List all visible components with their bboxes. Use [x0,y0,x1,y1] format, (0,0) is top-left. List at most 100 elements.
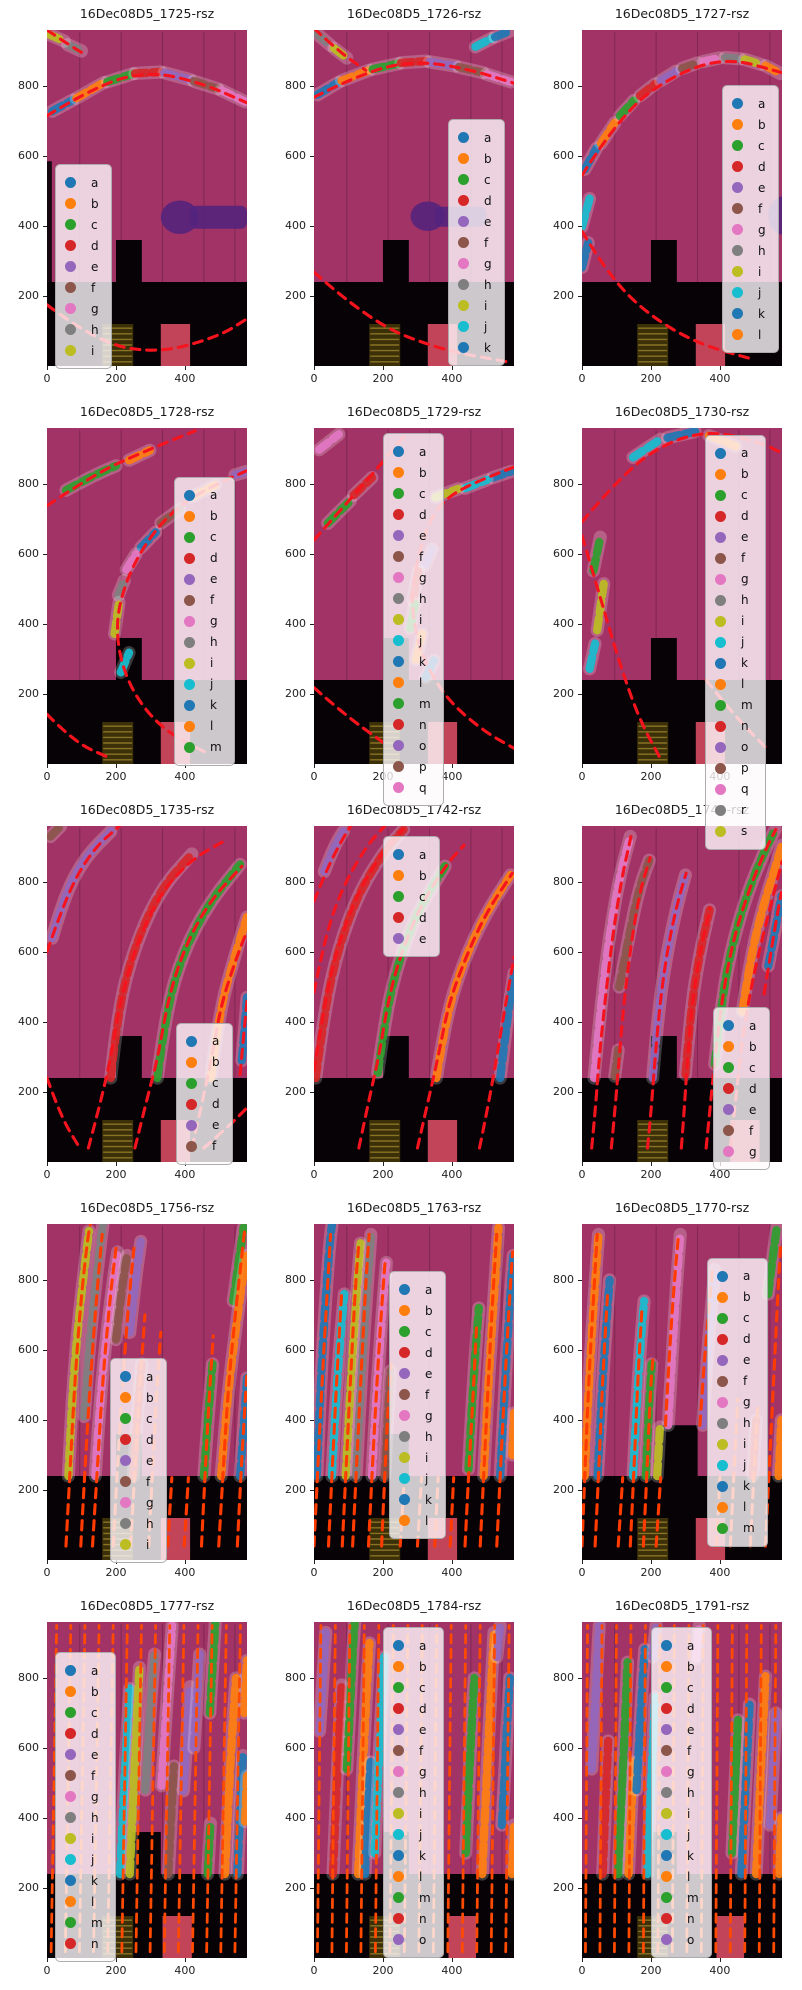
legend-entry: d [393,907,427,928]
y-tick-mark [43,1678,47,1680]
legend-swatch-icon [65,1812,76,1824]
y-tick-label: 800 [285,477,306,490]
legend-entry: e [393,928,427,949]
track-segment [738,841,782,1016]
x-tick-label: 0 [43,1566,51,1579]
legend-label: d [210,551,218,566]
x-tick-mark [115,1958,118,1962]
legend-label: a [687,1638,695,1653]
legend-label: n [741,719,749,734]
legend-label: f [758,201,763,216]
legend-entry: d [65,235,99,256]
legend-label: f [91,280,96,295]
legend-entry: e [65,1744,103,1765]
track-segment [610,1045,623,1081]
dashed-line [613,1624,618,1954]
legend-swatch-icon [65,219,76,231]
legend-swatch-icon [399,1473,410,1485]
track-segment [315,1628,330,1736]
legend-swatch-icon [393,933,404,945]
y-tick-mark [578,1280,582,1282]
legend-entry: f [186,1136,220,1157]
dashed-line [330,1624,337,1954]
legend-entry: b [65,193,99,214]
legend-entry: l [184,716,222,737]
legend-entry: c [715,485,753,506]
dashed-line [148,1624,158,1954]
legend-label: b [484,151,492,166]
subplot: 16Dec08D5_1728-rsz 200 400 600 800 0 200 400 a b c… [0,398,267,796]
subplot: 16Dec08D5_1791-rsz 200 400 600 800 0 200 400 a b c… [535,1592,802,1990]
track-segment [727,1715,742,1858]
legend-label: b [210,509,218,524]
legend-label: i [91,1831,95,1846]
legend-swatch-icon [393,912,404,924]
y-tick-label: 200 [18,1881,39,1894]
legend-swatch-icon [458,216,469,228]
legend-label: g [425,1408,433,1423]
legend-swatch-icon [458,300,469,312]
y-tick-mark [43,1888,47,1890]
legend-swatch-icon [65,1770,76,1782]
legend-entry: i [120,1534,154,1555]
legend-entry: g [399,1405,433,1426]
legend-entry: c [186,1073,220,1094]
x-tick-mark [115,366,118,370]
x-tick-label: 400 [709,1964,731,1977]
legend-swatch-icon [715,573,726,585]
x-tick-mark [314,764,316,768]
track-segment [635,79,660,100]
y-tick-mark [310,156,314,158]
y-tick-label: 600 [553,1343,574,1356]
track-segment [114,576,129,600]
legend-entry: a [393,441,431,462]
y-tick-mark [310,1490,314,1492]
legend-entry: g [393,1761,431,1782]
dashed-curve [314,827,405,1073]
x-tick-mark [184,764,187,768]
legend-swatch-icon [393,488,404,500]
legend-swatch-icon [715,552,726,564]
legend-entry: h [458,274,492,295]
y-tick-label: 400 [18,1413,39,1426]
x-tick-mark [314,1958,316,1962]
track-segment [497,1673,514,1830]
subplot: 16Dec08D5_1735-rsz 200 400 600 800 0 200 400 a b c… [0,796,267,1194]
legend-label: e [212,1118,220,1133]
x-tick-label: 200 [105,1964,127,1977]
legend-label: c [419,889,426,904]
legend-swatch-icon [723,1041,734,1053]
x-tick-mark [382,366,385,370]
legend-label: e [687,1722,695,1737]
subplot-title: 16Dec08D5_1784-rsz [346,1598,482,1613]
x-tick-mark [451,366,454,370]
legend-swatch-icon [661,1871,672,1883]
y-tick-mark [578,952,582,954]
legend-label: l [758,327,762,342]
legend-entry: n [393,1908,431,1929]
legend-swatch-icon [184,636,195,648]
legend-label: h [146,1516,154,1531]
y-tick-mark [43,882,47,884]
legend-swatch-icon [399,1452,410,1464]
x-tick-mark [582,1560,584,1564]
legend-entry: k [715,653,753,674]
legend-label: c [741,488,748,503]
legend-entry: e [661,1719,699,1740]
legend-label: d [419,507,427,522]
legend-swatch-icon [393,656,404,668]
legend-swatch-icon [458,195,469,207]
legend-entry: m [393,693,431,714]
dashed-curve [238,999,247,1077]
legend-swatch-icon [715,678,726,690]
legend-label: g [484,256,492,271]
dashed-curve [326,1292,344,1548]
dashed-curve [64,1224,92,1548]
x-tick-mark [719,1958,722,1962]
legend-label: d [212,1097,220,1112]
legend-entry: j [65,1849,103,1870]
x-tick-label: 200 [372,1566,394,1579]
y-tick-label: 400 [553,219,574,232]
